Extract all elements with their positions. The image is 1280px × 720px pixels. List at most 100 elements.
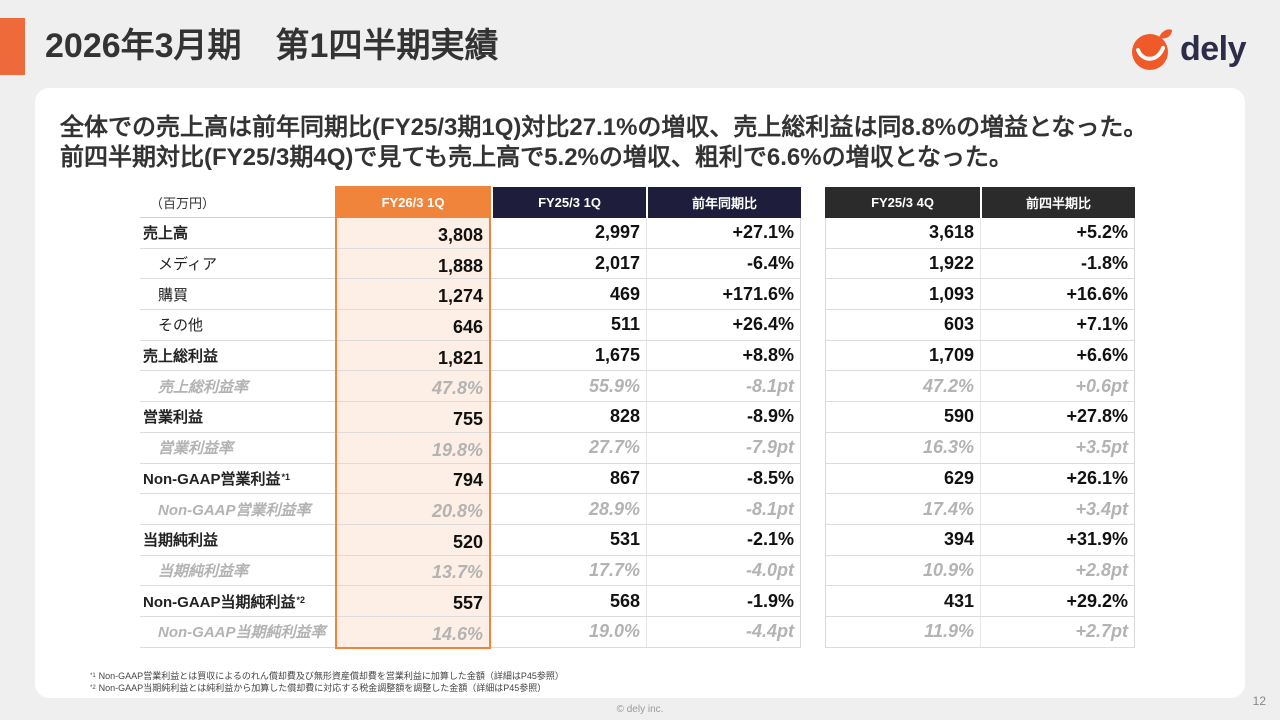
value-yoy-change: -2.1% bbox=[646, 524, 801, 556]
value-qoq-change: +2.7pt bbox=[980, 616, 1135, 648]
value-fy26-1q: 1,274 bbox=[335, 279, 491, 311]
value-fy25-4q: 1,922 bbox=[825, 248, 980, 280]
header-qoq-change: 前四半期比 bbox=[980, 187, 1135, 218]
value-qoq-change: -1.8% bbox=[980, 248, 1135, 280]
value-fy26-1q: 794 bbox=[335, 463, 491, 495]
label-text: 購買 bbox=[158, 286, 189, 304]
value-qoq-change: +6.6% bbox=[980, 340, 1135, 372]
label-net-margin: 当期純利益率 bbox=[140, 556, 335, 587]
value-fy25-1q: 2,017 bbox=[491, 249, 646, 280]
label-text: 当期純利益率 bbox=[158, 562, 249, 580]
label-text: 営業利益 bbox=[143, 409, 204, 427]
value-fy26-1q: 3,808 bbox=[335, 218, 491, 249]
unit-label: （百万円） bbox=[140, 187, 335, 218]
label-text: その他 bbox=[158, 317, 204, 335]
label-non-gaap-net-income: Non-GAAP当期純利益 *2 bbox=[140, 586, 335, 617]
footnote-marker: *1 bbox=[90, 673, 96, 679]
footnote-ref: *1 bbox=[281, 472, 291, 483]
value-fy25-4q: 10.9% bbox=[825, 555, 980, 587]
value-fy26-1q: 1,888 bbox=[335, 248, 491, 280]
label-text: 当期純利益 bbox=[143, 532, 219, 550]
label-text: メディア bbox=[158, 256, 217, 274]
value-yoy-change: -8.5% bbox=[646, 463, 801, 495]
value-yoy-change: +26.4% bbox=[646, 310, 801, 341]
value-fy25-1q: 867 bbox=[491, 464, 646, 495]
value-yoy-change: -8.1pt bbox=[646, 371, 801, 403]
value-qoq-change: +3.4pt bbox=[980, 494, 1135, 525]
value-fy26-1q: 19.8% bbox=[335, 432, 491, 464]
value-qoq-change: +2.8pt bbox=[980, 555, 1135, 587]
value-fy26-1q: 520 bbox=[335, 524, 491, 556]
value-qoq-change: +7.1% bbox=[980, 310, 1135, 341]
value-fy25-1q: 531 bbox=[491, 525, 646, 556]
value-fy25-4q: 590 bbox=[825, 402, 980, 433]
label-net-income: 当期純利益 bbox=[140, 525, 335, 556]
label-operating-margin: 営業利益率 bbox=[140, 433, 335, 464]
value-yoy-change: -4.4pt bbox=[646, 616, 801, 648]
value-fy26-1q: 47.8% bbox=[335, 371, 491, 403]
footnote-2: *2 Non-GAAP当期純利益とは純利益から加算した償却費に対応する税金調整額を… bbox=[90, 682, 564, 694]
value-yoy-change: -6.4% bbox=[646, 248, 801, 280]
value-yoy-change: +27.1% bbox=[646, 218, 801, 249]
footnote-ref: *2 bbox=[296, 595, 306, 606]
value-fy26-1q: 646 bbox=[335, 310, 491, 341]
headline: 全体での売上高は前年同期比(FY25/3期1Q)対比27.1%の増収、売上総利益… bbox=[60, 113, 1147, 173]
value-fy25-1q: 28.9% bbox=[491, 494, 646, 525]
headline-line-2: 前四半期対比(FY25/3期4Q)で見ても売上高で5.2%の増収、粗利で6.6%… bbox=[60, 144, 1013, 171]
value-fy26-1q: 13.7% bbox=[335, 555, 491, 587]
header-fy25-4q: FY25/3 4Q bbox=[825, 187, 980, 218]
copyright: © dely inc. bbox=[616, 704, 664, 715]
results-table-yoy: （百万円） FY26/3 1Q FY25/3 1Q 前年同期比 売上高 3,80… bbox=[140, 187, 801, 648]
value-fy26-1q: 557 bbox=[335, 586, 491, 617]
label-gross-margin: 売上総利益率 bbox=[140, 371, 335, 403]
value-fy25-1q: 828 bbox=[491, 402, 646, 433]
label-text: Non-GAAP当期純利益率 bbox=[158, 624, 326, 642]
value-fy25-4q: 629 bbox=[825, 463, 980, 495]
value-qoq-change: +3.5pt bbox=[980, 432, 1135, 464]
value-yoy-change: -4.0pt bbox=[646, 555, 801, 587]
content-card: 全体での売上高は前年同期比(FY25/3期1Q)対比27.1%の増収、売上総利益… bbox=[35, 88, 1245, 698]
value-fy25-4q: 3,618 bbox=[825, 218, 980, 249]
label-text: 売上総利益 bbox=[143, 348, 219, 366]
label-non-gaap-net-margin: Non-GAAP当期純利益率 bbox=[140, 617, 335, 648]
value-yoy-change: +171.6% bbox=[646, 279, 801, 311]
label-net-sales: 売上高 bbox=[140, 218, 335, 249]
footnotes: *1 Non-GAAP営業利益とは買収によるのれん償却費及び無形資産償却費を営業利… bbox=[90, 670, 564, 694]
value-fy25-1q: 2,997 bbox=[491, 218, 646, 249]
header-fy25-1q: FY25/3 1Q bbox=[491, 187, 646, 218]
value-fy25-1q: 27.7% bbox=[491, 433, 646, 464]
label-purchasing: 購買 bbox=[140, 279, 335, 311]
label-non-gaap-operating-profit: Non-GAAP営業利益 *1 bbox=[140, 464, 335, 495]
label-non-gaap-operating-margin: Non-GAAP営業利益率 bbox=[140, 494, 335, 525]
label-gross-profit: 売上総利益 bbox=[140, 341, 335, 372]
logo-wordmark: dely bbox=[1180, 30, 1247, 68]
value-yoy-change: +8.8% bbox=[646, 340, 801, 372]
value-fy25-4q: 47.2% bbox=[825, 371, 980, 403]
value-qoq-change: +26.1% bbox=[980, 463, 1135, 495]
value-fy26-1q: 14.6% bbox=[335, 616, 491, 648]
title-accent-bar bbox=[0, 18, 25, 75]
value-fy25-4q: 17.4% bbox=[825, 494, 980, 525]
value-yoy-change: -1.9% bbox=[646, 586, 801, 617]
label-text: Non-GAAP営業利益 bbox=[143, 470, 281, 488]
footnote-text: Non-GAAP営業利益とは買収によるのれん償却費及び無形資産償却費を営業利益に… bbox=[98, 671, 564, 681]
footnote-text: Non-GAAP当期純利益とは純利益から加算した償却費に対応する税金調整額を調整… bbox=[98, 683, 547, 693]
value-fy25-1q: 17.7% bbox=[491, 556, 646, 587]
value-fy25-1q: 568 bbox=[491, 586, 646, 617]
value-yoy-change: -7.9pt bbox=[646, 432, 801, 464]
label-text: 売上高 bbox=[143, 225, 189, 243]
value-fy25-1q: 55.9% bbox=[491, 371, 646, 403]
value-fy25-4q: 1,709 bbox=[825, 340, 980, 372]
value-qoq-change: +16.6% bbox=[980, 279, 1135, 311]
value-qoq-change: +0.6pt bbox=[980, 371, 1135, 403]
label-text: Non-GAAP営業利益率 bbox=[158, 501, 311, 519]
value-fy26-1q: 20.8% bbox=[335, 494, 491, 525]
value-fy25-4q: 394 bbox=[825, 524, 980, 556]
dely-logo: dely bbox=[1130, 26, 1247, 72]
value-qoq-change: +29.2% bbox=[980, 586, 1135, 617]
value-yoy-change: -8.9% bbox=[646, 402, 801, 433]
value-fy25-4q: 1,093 bbox=[825, 279, 980, 311]
label-media: メディア bbox=[140, 249, 335, 280]
footnote-1: *1 Non-GAAP営業利益とは買収によるのれん償却費及び無形資産償却費を営業利… bbox=[90, 670, 564, 682]
header-fy26-1q: FY26/3 1Q bbox=[335, 187, 491, 218]
